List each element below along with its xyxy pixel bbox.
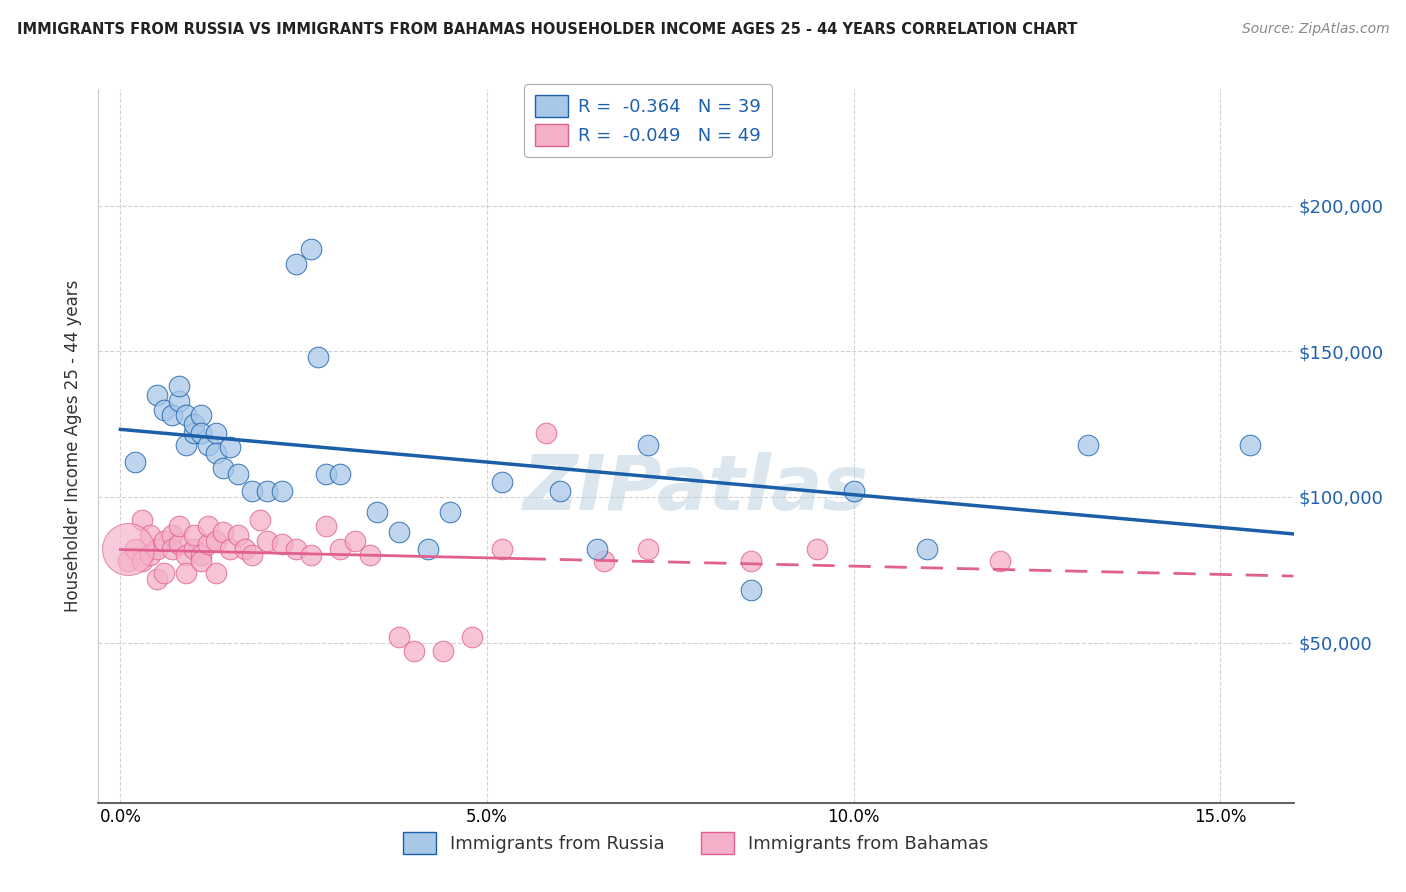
Point <box>439 504 461 518</box>
Point <box>167 519 190 533</box>
Point <box>212 460 235 475</box>
Point <box>153 533 176 548</box>
Point <box>176 548 198 562</box>
Point <box>167 379 190 393</box>
Point <box>146 542 169 557</box>
Point <box>249 513 271 527</box>
Point <box>461 630 484 644</box>
Point <box>740 554 762 568</box>
Point <box>242 548 264 562</box>
Point <box>226 467 249 481</box>
Point <box>160 409 183 423</box>
Point <box>190 425 212 440</box>
Point <box>329 467 352 481</box>
Point <box>329 542 352 557</box>
Point <box>167 393 190 408</box>
Point <box>131 513 153 527</box>
Point <box>593 554 616 568</box>
Point <box>139 528 162 542</box>
Point <box>233 542 256 557</box>
Point <box>285 542 308 557</box>
Point <box>299 548 322 562</box>
Point <box>988 554 1011 568</box>
Point <box>637 542 659 557</box>
Point <box>117 554 139 568</box>
Point <box>315 519 337 533</box>
Point <box>418 542 440 557</box>
Point <box>117 542 139 557</box>
Point <box>550 484 572 499</box>
Point <box>637 437 659 451</box>
Point <box>534 425 557 440</box>
Point <box>190 409 212 423</box>
Point <box>219 542 242 557</box>
Text: IMMIGRANTS FROM RUSSIA VS IMMIGRANTS FROM BAHAMAS HOUSEHOLDER INCOME AGES 25 - 4: IMMIGRANTS FROM RUSSIA VS IMMIGRANTS FRO… <box>17 22 1077 37</box>
Point <box>432 644 454 658</box>
Point <box>344 533 367 548</box>
Point <box>190 548 212 562</box>
Point <box>219 441 242 455</box>
Point <box>160 528 183 542</box>
Point <box>491 475 513 490</box>
Point <box>491 542 513 557</box>
Text: Source: ZipAtlas.com: Source: ZipAtlas.com <box>1241 22 1389 37</box>
Point <box>204 425 226 440</box>
Point <box>299 243 322 257</box>
Point <box>359 548 381 562</box>
Point <box>124 542 146 557</box>
Point <box>176 566 198 580</box>
Point <box>388 630 411 644</box>
Point <box>183 425 205 440</box>
Point <box>315 467 337 481</box>
Point <box>183 542 205 557</box>
Legend: Immigrants from Russia, Immigrants from Bahamas: Immigrants from Russia, Immigrants from … <box>392 822 1000 865</box>
Point <box>1077 437 1099 451</box>
Point <box>153 402 176 417</box>
Point <box>915 542 938 557</box>
Point <box>212 524 235 539</box>
Point <box>402 644 425 658</box>
Point <box>131 554 153 568</box>
Point <box>285 257 308 271</box>
Point <box>740 583 762 598</box>
Point <box>176 409 198 423</box>
Point <box>204 533 226 548</box>
Point <box>270 484 292 499</box>
Point <box>183 417 205 432</box>
Point <box>586 542 609 557</box>
Point <box>183 528 205 542</box>
Point <box>806 542 828 557</box>
Point <box>307 350 329 364</box>
Point <box>167 536 190 550</box>
Point <box>190 554 212 568</box>
Point <box>226 528 249 542</box>
Point <box>153 566 176 580</box>
Point <box>139 548 162 562</box>
Point <box>124 455 146 469</box>
Point <box>176 437 198 451</box>
Point <box>366 504 388 518</box>
Point <box>1239 437 1261 451</box>
Point <box>197 437 219 451</box>
Y-axis label: Householder Income Ages 25 - 44 years: Householder Income Ages 25 - 44 years <box>65 280 83 612</box>
Point <box>146 388 169 402</box>
Point <box>270 536 292 550</box>
Point <box>388 524 411 539</box>
Point <box>842 484 865 499</box>
Point <box>160 542 183 557</box>
Text: ZIPatlas: ZIPatlas <box>523 452 869 525</box>
Point <box>197 536 219 550</box>
Point <box>242 484 264 499</box>
Point <box>204 566 226 580</box>
Point <box>197 519 219 533</box>
Point <box>256 533 278 548</box>
Point <box>146 572 169 586</box>
Point <box>204 446 226 460</box>
Point <box>256 484 278 499</box>
